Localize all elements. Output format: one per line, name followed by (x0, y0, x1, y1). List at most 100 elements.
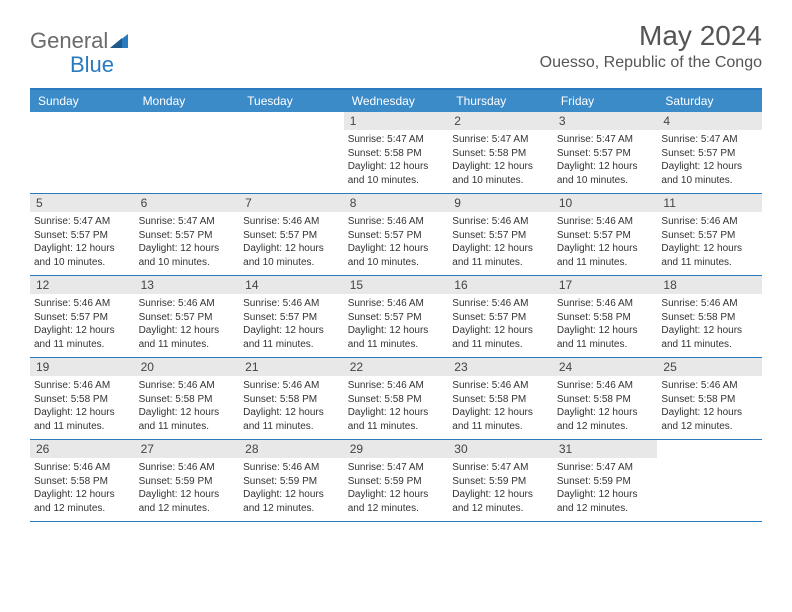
day-details: Sunrise: 5:46 AMSunset: 5:57 PMDaylight:… (344, 294, 449, 357)
day-number: 9 (448, 194, 553, 212)
empty-cell (657, 440, 762, 521)
day-number: 22 (344, 358, 449, 376)
day-cell: 13Sunrise: 5:46 AMSunset: 5:57 PMDayligh… (135, 276, 240, 357)
day-details: Sunrise: 5:47 AMSunset: 5:59 PMDaylight:… (448, 458, 553, 521)
day-number: 16 (448, 276, 553, 294)
day-header: Wednesday (344, 90, 449, 112)
day-details: Sunrise: 5:46 AMSunset: 5:58 PMDaylight:… (553, 294, 658, 357)
day-header: Tuesday (239, 90, 344, 112)
month-title: May 2024 (540, 20, 762, 52)
day-details: Sunrise: 5:46 AMSunset: 5:58 PMDaylight:… (657, 376, 762, 439)
day-cell: 14Sunrise: 5:46 AMSunset: 5:57 PMDayligh… (239, 276, 344, 357)
day-cell: 19Sunrise: 5:46 AMSunset: 5:58 PMDayligh… (30, 358, 135, 439)
day-details: Sunrise: 5:47 AMSunset: 5:59 PMDaylight:… (553, 458, 658, 521)
day-number: 11 (657, 194, 762, 212)
day-cell: 23Sunrise: 5:46 AMSunset: 5:58 PMDayligh… (448, 358, 553, 439)
day-cell: 15Sunrise: 5:46 AMSunset: 5:57 PMDayligh… (344, 276, 449, 357)
day-cell: 18Sunrise: 5:46 AMSunset: 5:58 PMDayligh… (657, 276, 762, 357)
day-details: Sunrise: 5:46 AMSunset: 5:57 PMDaylight:… (448, 212, 553, 275)
day-cell: 24Sunrise: 5:46 AMSunset: 5:58 PMDayligh… (553, 358, 658, 439)
day-cell: 5Sunrise: 5:47 AMSunset: 5:57 PMDaylight… (30, 194, 135, 275)
day-number: 2 (448, 112, 553, 130)
day-details: Sunrise: 5:46 AMSunset: 5:57 PMDaylight:… (448, 294, 553, 357)
logo: General (30, 20, 132, 54)
day-details: Sunrise: 5:46 AMSunset: 5:58 PMDaylight:… (344, 376, 449, 439)
empty-cell (239, 112, 344, 193)
day-cell: 1Sunrise: 5:47 AMSunset: 5:58 PMDaylight… (344, 112, 449, 193)
day-cell: 8Sunrise: 5:46 AMSunset: 5:57 PMDaylight… (344, 194, 449, 275)
day-number: 18 (657, 276, 762, 294)
day-number: 20 (135, 358, 240, 376)
day-cell: 10Sunrise: 5:46 AMSunset: 5:57 PMDayligh… (553, 194, 658, 275)
day-number: 24 (553, 358, 658, 376)
logo-text-blue: Blue (70, 52, 114, 77)
day-cell: 17Sunrise: 5:46 AMSunset: 5:58 PMDayligh… (553, 276, 658, 357)
day-number: 13 (135, 276, 240, 294)
day-number: 31 (553, 440, 658, 458)
calendar-page: General May 2024 Ouesso, Republic of the… (0, 0, 792, 542)
weeks-container: 1Sunrise: 5:47 AMSunset: 5:58 PMDaylight… (30, 112, 762, 522)
day-number: 8 (344, 194, 449, 212)
day-header: Friday (553, 90, 658, 112)
day-number: 29 (344, 440, 449, 458)
day-details: Sunrise: 5:47 AMSunset: 5:58 PMDaylight:… (344, 130, 449, 193)
day-number: 28 (239, 440, 344, 458)
day-cell: 9Sunrise: 5:46 AMSunset: 5:57 PMDaylight… (448, 194, 553, 275)
day-details: Sunrise: 5:46 AMSunset: 5:58 PMDaylight:… (135, 376, 240, 439)
day-details: Sunrise: 5:47 AMSunset: 5:57 PMDaylight:… (553, 130, 658, 193)
day-number: 19 (30, 358, 135, 376)
day-details: Sunrise: 5:46 AMSunset: 5:59 PMDaylight:… (135, 458, 240, 521)
day-number: 14 (239, 276, 344, 294)
day-header: Saturday (657, 90, 762, 112)
day-details: Sunrise: 5:47 AMSunset: 5:58 PMDaylight:… (448, 130, 553, 193)
day-header: Monday (135, 90, 240, 112)
day-number: 21 (239, 358, 344, 376)
day-number: 3 (553, 112, 658, 130)
logo-triangle-icon (110, 32, 130, 50)
week-row: 12Sunrise: 5:46 AMSunset: 5:57 PMDayligh… (30, 276, 762, 358)
day-cell: 28Sunrise: 5:46 AMSunset: 5:59 PMDayligh… (239, 440, 344, 521)
day-cell: 21Sunrise: 5:46 AMSunset: 5:58 PMDayligh… (239, 358, 344, 439)
day-number: 30 (448, 440, 553, 458)
day-cell: 22Sunrise: 5:46 AMSunset: 5:58 PMDayligh… (344, 358, 449, 439)
day-details: Sunrise: 5:47 AMSunset: 5:57 PMDaylight:… (30, 212, 135, 275)
day-details: Sunrise: 5:46 AMSunset: 5:58 PMDaylight:… (30, 458, 135, 521)
day-cell: 11Sunrise: 5:46 AMSunset: 5:57 PMDayligh… (657, 194, 762, 275)
day-number: 25 (657, 358, 762, 376)
day-details: Sunrise: 5:46 AMSunset: 5:57 PMDaylight:… (344, 212, 449, 275)
day-number: 4 (657, 112, 762, 130)
day-cell: 29Sunrise: 5:47 AMSunset: 5:59 PMDayligh… (344, 440, 449, 521)
week-row: 5Sunrise: 5:47 AMSunset: 5:57 PMDaylight… (30, 194, 762, 276)
day-cell: 25Sunrise: 5:46 AMSunset: 5:58 PMDayligh… (657, 358, 762, 439)
day-details: Sunrise: 5:46 AMSunset: 5:57 PMDaylight:… (239, 212, 344, 275)
day-number: 1 (344, 112, 449, 130)
day-number: 6 (135, 194, 240, 212)
day-details: Sunrise: 5:46 AMSunset: 5:58 PMDaylight:… (448, 376, 553, 439)
day-details: Sunrise: 5:46 AMSunset: 5:57 PMDaylight:… (239, 294, 344, 357)
calendar-grid: SundayMondayTuesdayWednesdayThursdayFrid… (30, 88, 762, 522)
day-number: 26 (30, 440, 135, 458)
day-details: Sunrise: 5:46 AMSunset: 5:57 PMDaylight:… (30, 294, 135, 357)
day-details: Sunrise: 5:46 AMSunset: 5:57 PMDaylight:… (657, 212, 762, 275)
week-row: 26Sunrise: 5:46 AMSunset: 5:58 PMDayligh… (30, 440, 762, 522)
logo-text-general: General (30, 28, 108, 54)
day-number: 15 (344, 276, 449, 294)
day-details: Sunrise: 5:46 AMSunset: 5:57 PMDaylight:… (553, 212, 658, 275)
day-details: Sunrise: 5:46 AMSunset: 5:57 PMDaylight:… (135, 294, 240, 357)
day-details: Sunrise: 5:46 AMSunset: 5:59 PMDaylight:… (239, 458, 344, 521)
day-details: Sunrise: 5:46 AMSunset: 5:58 PMDaylight:… (239, 376, 344, 439)
day-headers-row: SundayMondayTuesdayWednesdayThursdayFrid… (30, 90, 762, 112)
day-cell: 16Sunrise: 5:46 AMSunset: 5:57 PMDayligh… (448, 276, 553, 357)
day-cell: 3Sunrise: 5:47 AMSunset: 5:57 PMDaylight… (553, 112, 658, 193)
day-cell: 12Sunrise: 5:46 AMSunset: 5:57 PMDayligh… (30, 276, 135, 357)
empty-cell (135, 112, 240, 193)
day-header: Thursday (448, 90, 553, 112)
day-number: 23 (448, 358, 553, 376)
day-details: Sunrise: 5:46 AMSunset: 5:58 PMDaylight:… (657, 294, 762, 357)
day-number: 27 (135, 440, 240, 458)
day-number: 10 (553, 194, 658, 212)
day-cell: 31Sunrise: 5:47 AMSunset: 5:59 PMDayligh… (553, 440, 658, 521)
week-row: 1Sunrise: 5:47 AMSunset: 5:58 PMDaylight… (30, 112, 762, 194)
day-cell: 27Sunrise: 5:46 AMSunset: 5:59 PMDayligh… (135, 440, 240, 521)
week-row: 19Sunrise: 5:46 AMSunset: 5:58 PMDayligh… (30, 358, 762, 440)
